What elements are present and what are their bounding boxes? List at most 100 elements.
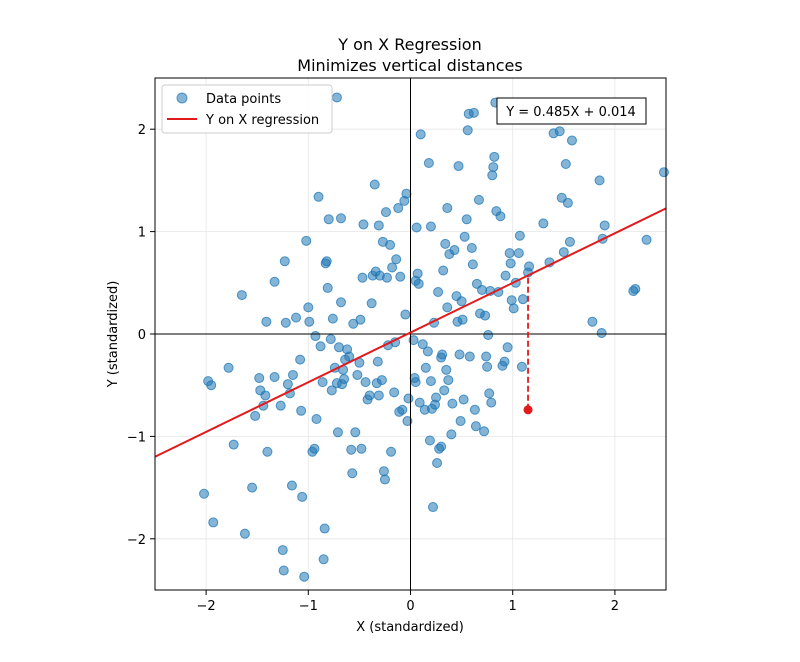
data-point <box>506 295 517 306</box>
data-point <box>554 126 565 137</box>
data-point <box>455 416 466 427</box>
y-tick-label: −2 <box>127 533 146 548</box>
data-point <box>425 376 436 387</box>
y-axis-label: Y (standardized) <box>106 281 121 389</box>
data-point <box>438 265 449 276</box>
data-point <box>223 362 234 373</box>
data-point <box>339 374 350 385</box>
data-point <box>432 458 443 469</box>
data-point <box>630 283 641 294</box>
data-point <box>278 565 289 576</box>
data-point <box>378 466 389 477</box>
data-point <box>442 203 453 214</box>
x-tick-label: 0 <box>406 599 414 614</box>
data-point <box>505 258 516 269</box>
data-point <box>558 247 569 258</box>
data-point <box>517 294 528 305</box>
data-point <box>269 276 280 287</box>
data-point <box>513 248 524 259</box>
data-point <box>480 310 491 321</box>
data-point <box>376 375 387 386</box>
data-point <box>364 390 375 401</box>
data-point <box>208 517 219 528</box>
data-point <box>325 334 336 345</box>
y-ticks: −2 −1 0 1 2 <box>127 123 155 548</box>
data-point <box>441 364 452 375</box>
data-point <box>414 397 425 408</box>
data-point <box>350 427 361 438</box>
data-point <box>483 330 494 341</box>
data-point <box>481 351 492 362</box>
data-point <box>422 346 433 357</box>
data-point <box>318 554 329 565</box>
data-point <box>456 296 467 307</box>
data-point <box>333 342 344 353</box>
data-point <box>299 571 310 582</box>
data-point <box>315 341 326 352</box>
data-point <box>439 385 450 396</box>
data-point <box>425 221 436 232</box>
chart-title: Y on X Regression <box>337 35 481 54</box>
data-point <box>470 421 481 432</box>
x-axis-label: X (standardized) <box>356 620 464 635</box>
data-point <box>239 528 250 539</box>
data-point <box>562 197 573 208</box>
data-point <box>442 302 453 313</box>
chart-subtitle: Minimizes vertical distances <box>297 56 522 75</box>
data-point <box>408 335 419 346</box>
data-point <box>504 248 515 259</box>
data-point <box>587 316 598 327</box>
data-point <box>379 474 390 485</box>
data-point <box>366 298 377 309</box>
data-point <box>482 361 493 372</box>
data-point <box>401 188 412 199</box>
data-point <box>391 254 402 265</box>
zero-lines <box>155 78 666 590</box>
legend-box <box>161 84 333 134</box>
data-point <box>437 349 448 360</box>
data-point <box>599 220 610 231</box>
data-point <box>262 446 273 457</box>
data-point <box>502 342 513 353</box>
y-tick-label: −1 <box>127 430 146 445</box>
data-point <box>417 339 428 350</box>
data-point <box>295 354 306 365</box>
data-point <box>323 214 334 225</box>
data-point <box>457 314 468 325</box>
data-point <box>403 393 414 404</box>
data-point <box>346 444 357 455</box>
data-point <box>415 129 426 140</box>
data-point <box>331 92 342 103</box>
data-point <box>317 377 328 388</box>
data-point <box>420 362 431 373</box>
data-point <box>260 390 271 401</box>
data-point <box>508 303 519 314</box>
data-point <box>303 302 314 313</box>
data-point <box>479 426 490 437</box>
data-point <box>336 297 347 308</box>
data-point <box>594 175 605 186</box>
data-point <box>250 410 261 421</box>
highlight-point <box>523 405 533 415</box>
data-point <box>326 385 337 396</box>
data-point <box>355 314 366 325</box>
data-point <box>410 275 421 286</box>
data-point <box>524 261 535 272</box>
data-point <box>228 439 239 450</box>
regression-layer <box>154 207 667 458</box>
x-tick-label: 2 <box>611 599 619 614</box>
data-point <box>389 387 400 398</box>
data-point <box>282 379 293 390</box>
data-point <box>332 427 343 438</box>
x-ticks: −2 −1 0 1 2 <box>197 590 619 614</box>
data-point <box>352 369 363 380</box>
y-tick-label: 0 <box>138 328 146 343</box>
legend-label-regression: Y on X regression <box>205 113 319 128</box>
data-point <box>464 351 475 362</box>
data-point <box>400 309 411 320</box>
data-point <box>514 230 525 241</box>
equation-annotation: Y = 0.485X + 0.014 <box>496 97 647 125</box>
x-tick-label: −1 <box>299 599 318 614</box>
data-point <box>484 388 495 399</box>
points-layer <box>199 92 669 582</box>
